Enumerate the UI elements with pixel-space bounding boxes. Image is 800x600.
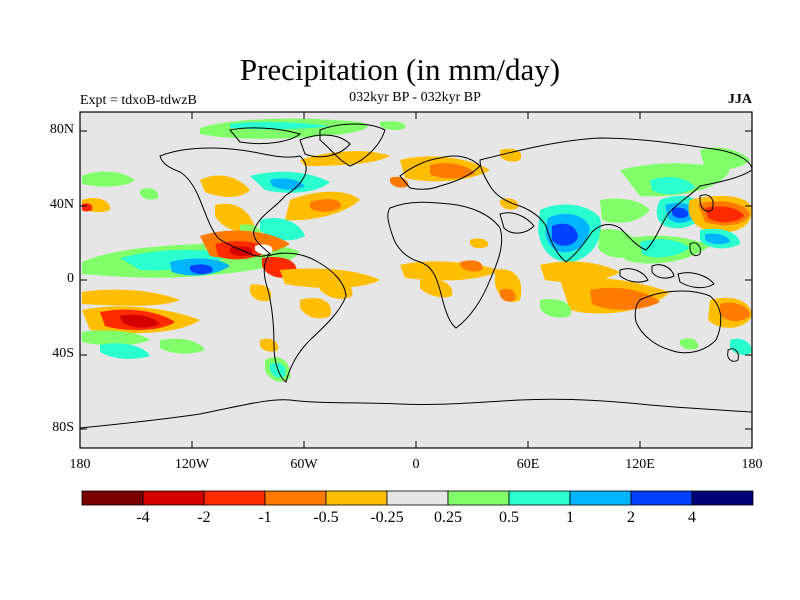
colorbar-label: 2 — [627, 509, 635, 526]
map-subtitle-season: JJA — [727, 92, 752, 107]
colorbar-label: 4 — [688, 509, 696, 526]
map-subtitle-period: 032kyr BP - 032kyr BP — [349, 90, 481, 105]
colorbar-swatch — [386, 490, 449, 506]
lon-label-60e: 60E — [516, 457, 540, 472]
colorbar-swatch — [569, 490, 632, 506]
colorbar-label: 0.25 — [434, 509, 462, 526]
colorbar-label: -1 — [258, 509, 272, 526]
colorbar-label: -2 — [197, 509, 211, 526]
colorbar-label: -0.5 — [313, 509, 339, 526]
lon-label-0: 0 — [412, 457, 420, 472]
colorbar-swatch — [264, 490, 327, 506]
colorbar-label: -0.25 — [370, 509, 404, 526]
lon-label-180-left: 180 — [69, 457, 91, 472]
colorbar-label: 0.5 — [499, 509, 519, 526]
colorbar-swatch — [81, 490, 144, 506]
map-title: Precipitation (in mm/day) — [239, 52, 561, 87]
colorbar-swatch — [691, 490, 754, 506]
axis-ticks — [79, 112, 753, 448]
lon-label-180-right: 180 — [741, 457, 763, 472]
map-subtitle-experiment: Expt = tdxoB-tdwzB — [80, 93, 197, 108]
lat-label-0: 0 — [67, 271, 74, 286]
colorbar-swatch — [447, 490, 510, 506]
precip-anomaly-fields — [82, 118, 752, 382]
colorbar-swatch — [203, 490, 266, 506]
colorbar-swatch — [630, 490, 693, 506]
lat-label-40s: 40S — [52, 346, 74, 361]
colorbar-swatch — [325, 490, 388, 506]
colorbar-swatch — [142, 490, 205, 506]
lat-label-80n: 80N — [49, 122, 74, 137]
colorbar — [81, 490, 754, 506]
lon-label-120w: 120W — [174, 457, 210, 472]
lat-label-40n: 40N — [49, 197, 74, 212]
lon-label-120e: 120E — [625, 457, 655, 472]
colorbar-label: -4 — [136, 509, 150, 526]
colorbar-swatch — [508, 490, 571, 506]
lat-label-80s: 80S — [52, 420, 74, 435]
colorbar-label: 1 — [566, 509, 574, 526]
coastlines — [80, 123, 752, 429]
lon-label-60w: 60W — [290, 457, 318, 472]
